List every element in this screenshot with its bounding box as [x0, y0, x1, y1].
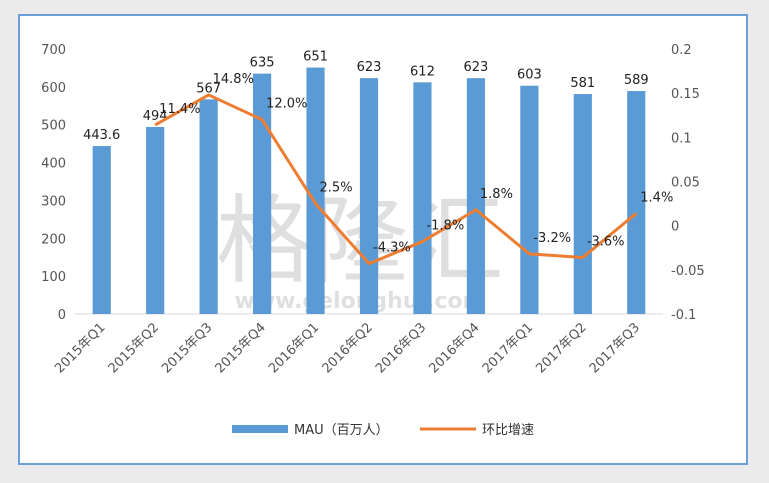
x-tick-label: 2016年Q3	[373, 320, 429, 376]
bar-value-label: 603	[517, 68, 542, 83]
left-axis: 0 100 200 300 400 500 600 700	[41, 43, 66, 323]
right-axis: -0.1 -0.05 0 0.05 0.1 0.15 0.2	[671, 43, 705, 323]
bar	[520, 85, 539, 314]
growth-value-label: 1.8%	[480, 187, 513, 202]
growth-line	[154, 93, 638, 266]
bar	[359, 78, 379, 315]
y-left-tick-label: 700	[41, 43, 66, 58]
x-tick-label: 2015年Q2	[106, 320, 162, 376]
growth-value-label: 14.8%	[213, 72, 254, 87]
bar	[573, 94, 592, 314]
growth-value-label: -3.2%	[533, 231, 571, 246]
legend: MAU（百万人） 环比增速	[232, 423, 534, 438]
bar-value-label: 581	[570, 76, 595, 91]
y-left-tick-label: 100	[41, 270, 66, 285]
y-left-tick-label: 600	[41, 81, 66, 96]
growth-value-label: 1.4%	[640, 190, 673, 205]
x-tick-label: 2016年Q1	[266, 320, 322, 376]
y-left-tick-label: 400	[41, 157, 66, 172]
bar-value-label: 651	[303, 50, 328, 65]
growth-value-label: -3.6%	[587, 234, 625, 249]
y-right-tick-label: 0.15	[671, 87, 700, 102]
bar-value-label: 589	[624, 73, 649, 88]
legend-swatch-mau	[232, 425, 288, 433]
y-right-tick-label: 0.05	[671, 176, 700, 191]
x-axis-labels: 2015年Q12015年Q22015年Q32015年Q42016年Q12016年…	[52, 320, 643, 376]
x-tick-label: 2017年Q1	[480, 320, 536, 376]
legend-label-growth: 环比增速	[482, 423, 534, 438]
bar	[413, 82, 432, 314]
x-tick-label: 2015年Q1	[52, 320, 108, 376]
legend-label-mau: MAU（百万人）	[294, 423, 389, 438]
bar	[253, 73, 272, 314]
y-left-tick-label: 200	[41, 232, 66, 247]
y-left-tick-label: 300	[41, 194, 66, 209]
growth-value-label: 2.5%	[320, 181, 353, 196]
y-right-tick-label: -0.1	[671, 308, 696, 323]
bar	[306, 67, 325, 314]
y-right-tick-label: 0.1	[671, 131, 692, 146]
bar	[627, 91, 646, 315]
line-labels: 11.4% 14.8% 12.0% 2.5% -4.3% -1.8% 1.8% -3.2% -3…	[159, 72, 673, 256]
x-tick-label: 2016年Q2	[320, 320, 376, 376]
growth-value-label: -1.8%	[426, 219, 464, 234]
x-tick-label: 2017年Q3	[587, 320, 643, 376]
line-series	[154, 93, 638, 266]
bar-value-label: 612	[410, 64, 435, 79]
y-right-tick-label: -0.05	[671, 264, 705, 279]
bar-series	[92, 67, 646, 315]
bar-value-label: 635	[250, 56, 275, 71]
x-tick-label: 2016年Q4	[426, 320, 482, 376]
x-tick-label: 2015年Q3	[159, 320, 215, 376]
bar-value-label: 623	[463, 60, 488, 75]
bar	[199, 99, 218, 314]
chart: 格隆汇 www.gelonghui.com 010020030040050060…	[41, 43, 705, 438]
y-left-tick-label: 0	[58, 308, 66, 323]
growth-value-label: 12.0%	[266, 97, 307, 112]
y-left-tick-label: 500	[41, 119, 66, 134]
x-tick-label: 2015年Q4	[213, 320, 269, 376]
bar-value-label: 443.6	[83, 128, 120, 143]
y-right-tick-label: 0.2	[671, 43, 692, 58]
chart-frame: 格隆汇 www.gelonghui.com 010020030040050060…	[18, 14, 748, 465]
growth-value-label: 11.4%	[159, 102, 200, 117]
growth-value-label: -4.3%	[373, 241, 411, 256]
x-tick-label: 2017年Q2	[533, 320, 589, 376]
bar	[146, 126, 165, 314]
y-right-tick-label: 0	[671, 220, 679, 235]
bar	[92, 146, 111, 314]
bar	[466, 78, 485, 315]
bar-value-label: 623	[357, 60, 382, 75]
bar-value-label: 567	[196, 81, 221, 96]
